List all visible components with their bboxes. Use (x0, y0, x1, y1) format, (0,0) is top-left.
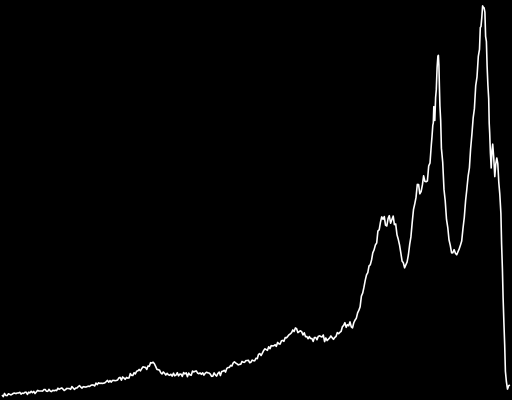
series-line-0 (1, 5, 511, 398)
series-layer (1, 5, 511, 398)
